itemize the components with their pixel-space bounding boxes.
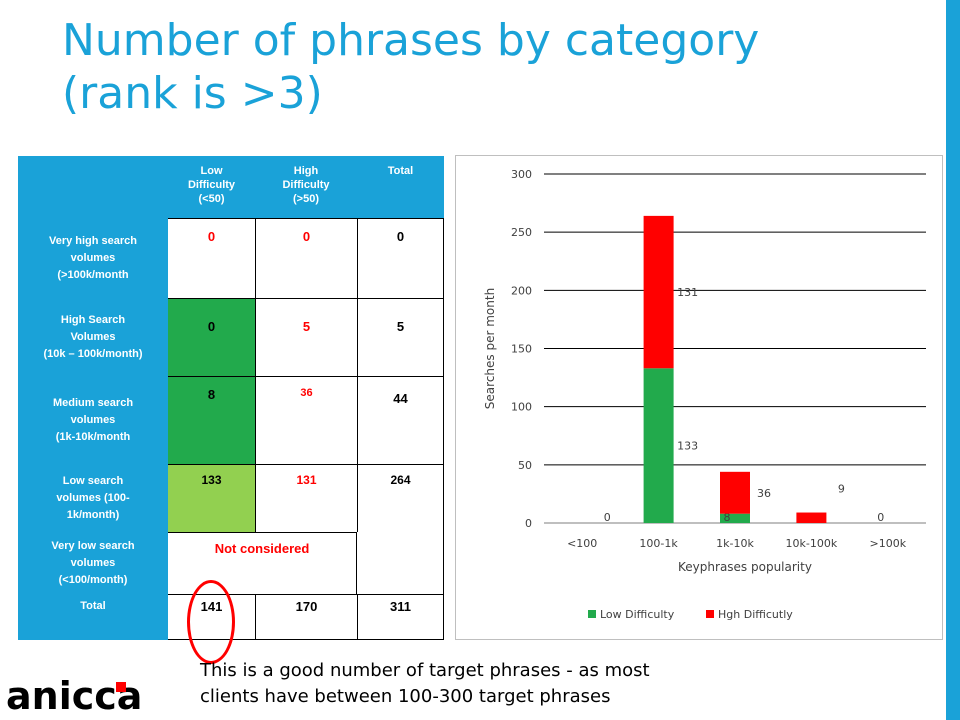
cell-very-low-total — [357, 532, 444, 594]
row-label-line: (<100/month) — [58, 573, 128, 586]
footnote-line-2: clients have between 100-300 target phra… — [200, 686, 611, 707]
row-label-line: volumes (100- — [56, 491, 130, 504]
cell-high-low: 0 — [168, 298, 255, 376]
legend-swatch — [588, 610, 596, 618]
data-label: 131 — [677, 286, 698, 299]
chart-frame: 0 50 100 150 200 250 300 <100 100-1k 1k-10k 10k-10… — [455, 155, 943, 640]
x-tick-label: <100 — [567, 537, 597, 550]
data-label: 0 — [877, 511, 884, 524]
data-label: 133 — [677, 440, 698, 453]
y-tick-label: 0 — [525, 517, 532, 530]
row-label-line: (>100k/month — [57, 268, 129, 281]
x-tick-label: 10k-100k — [786, 537, 838, 550]
row-label-high: High Search Volumes (10k – 100k/month) — [18, 298, 168, 376]
cell-medium-low: 8 — [168, 376, 255, 464]
row-label-line: (10k – 100k/month) — [43, 347, 143, 360]
cell-medium-high: 36 — [255, 376, 357, 464]
y-tick-label: 300 — [511, 168, 532, 181]
row-label-very-high: Very high search volumes (>100k/month — [18, 218, 168, 298]
bar-high-difficulty — [643, 215, 674, 369]
header-low-line-3: (<50) — [198, 193, 225, 205]
row-label-line: Volumes — [70, 330, 116, 343]
footnote-line-1: This is a good number of target phrases … — [200, 660, 650, 681]
footnote: This is a good number of target phrases … — [200, 658, 650, 710]
stacked-bar-chart: 0 50 100 150 200 250 300 <100 100-1k 1k-10k 10k-10… — [483, 168, 926, 621]
header-low-difficulty: Low Difficulty (<50) — [168, 156, 255, 218]
bar-low-difficulty — [720, 513, 750, 523]
y-tick-label: 100 — [511, 401, 532, 414]
row-label-line: 1k/month) — [66, 508, 120, 521]
highlight-circle — [187, 580, 235, 664]
x-tick-label: >100k — [870, 537, 907, 550]
logo-dot — [116, 682, 126, 692]
row-label-line: Very low search — [51, 539, 135, 552]
legend-label: Hgh Difficutly — [718, 608, 793, 621]
x-tick-label: 1k-10k — [716, 537, 754, 550]
bar-high-difficulty — [720, 471, 750, 514]
y-axis-title: Searches per month — [483, 288, 497, 409]
header-high-difficulty: High Difficulty (>50) — [255, 156, 357, 218]
y-tick-label: 200 — [511, 284, 532, 297]
cell-low-high: 131 — [255, 464, 357, 532]
cell-very-high-total: 0 — [357, 218, 444, 298]
row-label-line: High Search — [60, 313, 126, 326]
header-high-line-3: (>50) — [293, 193, 319, 205]
data-label: 36 — [757, 487, 771, 500]
y-tick-label: 50 — [518, 459, 532, 472]
data-label: 8 — [724, 511, 731, 524]
header-high-line-2: Difficulty — [282, 179, 330, 191]
row-label-line: Medium search — [52, 396, 134, 409]
legend-swatch — [706, 610, 714, 618]
bar-high-difficulty — [796, 512, 827, 523]
cell-very-high-low: 0 — [168, 218, 255, 298]
cell-very-high-high: 0 — [255, 218, 357, 298]
row-label-low: Low search volumes (100- 1k/month) — [18, 464, 168, 532]
row-label-medium: Medium search volumes (1k-10k/month — [18, 376, 168, 464]
cell-total-total: 311 — [357, 594, 444, 640]
row-label-line: Very high search — [48, 234, 138, 247]
legend-label: Low Difficulty — [600, 608, 675, 621]
cell-low-total: 264 — [357, 464, 444, 532]
header-total: Total — [357, 156, 444, 218]
accent-bar — [946, 0, 960, 720]
title-line-2: (rank is >3) — [62, 68, 323, 119]
header-low-line-2: Difficulty — [187, 179, 236, 191]
row-label-line: (1k-10k/month — [55, 430, 131, 443]
row-label-very-low: Very low search volumes (<100/month) — [18, 532, 168, 594]
header-low-line-1: Low — [200, 165, 223, 177]
row-label-line: volumes — [70, 556, 116, 569]
cell-low-low: 133 — [168, 464, 255, 532]
title-line-1: Number of phrases by category — [62, 15, 760, 66]
y-tick-label: 150 — [511, 343, 532, 356]
row-label-total: Total — [18, 594, 168, 640]
cell-medium-total: 44 — [357, 376, 444, 464]
header-high-line-1: High — [293, 165, 319, 177]
y-tick-label: 250 — [511, 226, 532, 239]
x-tick-label: 100-1k — [639, 537, 678, 550]
row-label-line: volumes — [70, 251, 116, 264]
category-table: Low Difficulty (<50) High Difficulty (>50) T… — [18, 156, 444, 664]
slide-title: Number of phrases by category (rank is >3… — [62, 14, 922, 120]
data-label: 0 — [604, 511, 611, 524]
x-axis-title: Keyphrases popularity — [678, 560, 812, 574]
table-corner-cell — [18, 156, 168, 218]
cell-total-high: 170 — [255, 594, 357, 640]
row-label-line: Low search — [62, 474, 124, 487]
bar-low-difficulty — [643, 368, 674, 523]
row-label-line: volumes — [70, 413, 116, 426]
cell-high-total: 5 — [357, 298, 444, 376]
cell-high-high: 5 — [255, 298, 357, 376]
cell-not-considered: Not considered — [168, 532, 357, 594]
data-label: 9 — [838, 483, 845, 496]
